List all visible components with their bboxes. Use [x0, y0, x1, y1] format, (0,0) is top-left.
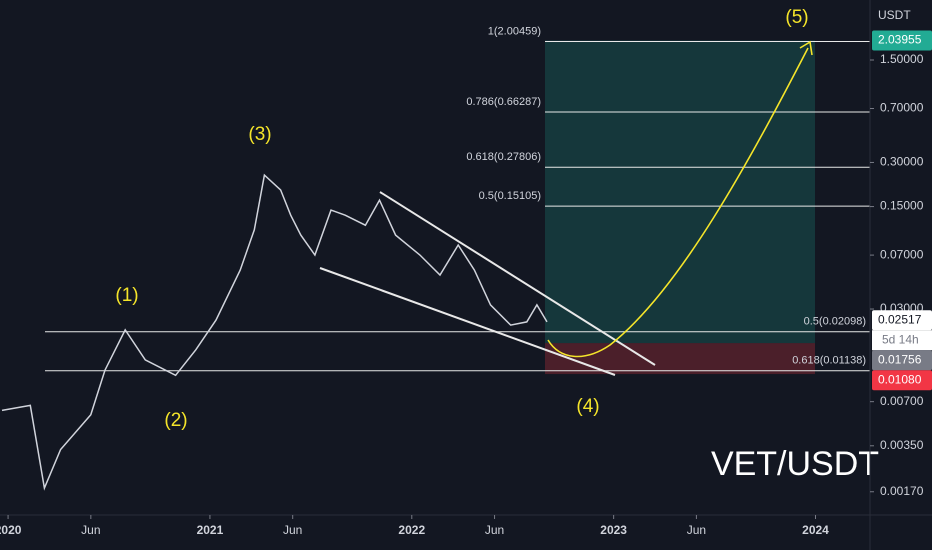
price-tag-label: 2.03955	[878, 33, 922, 47]
countdown: 5d 14h	[882, 332, 919, 346]
y-tick-label: 0.07000	[880, 247, 924, 261]
wedge-lower-line	[319, 267, 616, 376]
wave-label: (1)	[115, 285, 138, 306]
wave-label: (4)	[576, 396, 599, 417]
x-tick-label: Jun	[81, 523, 100, 537]
fib-label: 0.618(0.01138)	[792, 355, 866, 367]
fib-label: 0.5(0.15105)	[479, 190, 541, 202]
projection-path	[547, 47, 809, 358]
price-tag	[872, 310, 932, 331]
y-tick-label: 0.00170	[880, 484, 924, 498]
target-zone	[545, 40, 815, 344]
y-tick-label: 0.00350	[880, 438, 924, 452]
x-tick-label: 2022	[398, 523, 425, 537]
countdown-bg	[872, 330, 932, 351]
x-tick-label: Jun	[485, 523, 504, 537]
fib-label: 0.5(0.02098)	[804, 316, 866, 328]
stop-zone	[545, 343, 815, 375]
x-tick-label: 2020	[0, 523, 22, 537]
x-tick-label: 2023	[600, 523, 627, 537]
y-tick-label: 0.30000	[880, 155, 924, 169]
axis-currency: USDT	[878, 8, 911, 22]
y-tick-label: 0.15000	[880, 199, 924, 213]
projection-arrowhead	[799, 40, 813, 56]
x-tick-label: Jun	[283, 523, 302, 537]
wave-label: (3)	[248, 124, 271, 145]
price-tag-label: 0.01756	[878, 352, 922, 366]
y-tick-label: 0.70000	[880, 101, 924, 115]
x-tick-label: 2024	[802, 523, 829, 537]
x-tick-label: 2021	[197, 523, 224, 537]
price-tag	[872, 350, 932, 371]
price-tag-label: 0.02517	[878, 312, 922, 326]
bottom-axis-bg	[0, 515, 932, 550]
wedge-upper-line	[379, 191, 656, 366]
fib-label: 0.786(0.66287)	[466, 96, 541, 108]
price-tag-label: 0.01080	[878, 372, 922, 386]
fib-label: 1(2.00459)	[488, 25, 541, 37]
x-tick-label: Jun	[687, 523, 706, 537]
fib-label: 0.618(0.27806)	[466, 151, 541, 163]
wave-label: (5)	[785, 7, 808, 28]
price-line	[1, 173, 548, 491]
y-tick-label: 0.00700	[880, 394, 924, 408]
price-tag	[872, 370, 932, 391]
wave-label: (2)	[164, 410, 187, 431]
y-tick-label: 1.50000	[880, 52, 924, 66]
symbol-watermark: VET/USDT	[711, 445, 879, 483]
price-tag	[872, 30, 932, 51]
